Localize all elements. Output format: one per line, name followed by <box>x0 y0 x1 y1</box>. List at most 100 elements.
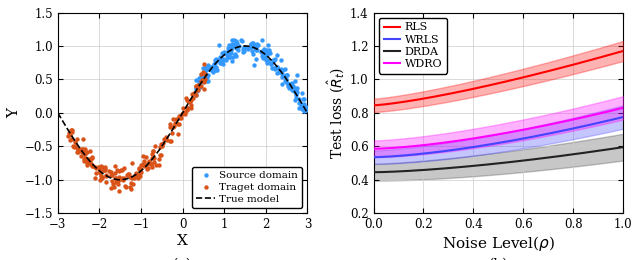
Traget domain <box>67 130 77 134</box>
Traget domain <box>199 62 209 66</box>
Traget domain <box>82 158 92 162</box>
Source domain <box>219 50 229 54</box>
Source domain <box>249 43 259 47</box>
True model <box>235 45 243 48</box>
Source domain <box>245 45 255 49</box>
Source domain <box>266 62 276 67</box>
Source domain <box>288 83 298 88</box>
Traget domain <box>191 93 201 97</box>
Traget domain <box>95 169 105 173</box>
Source domain <box>212 68 222 73</box>
Text: (b): (b) <box>488 257 508 260</box>
Traget domain <box>79 152 89 156</box>
Traget domain <box>72 150 83 154</box>
Traget domain <box>90 176 100 180</box>
Traget domain <box>80 155 90 160</box>
Traget domain <box>118 178 129 182</box>
Traget domain <box>116 176 127 180</box>
Source domain <box>275 68 285 72</box>
Traget domain <box>138 154 148 159</box>
Traget domain <box>198 77 209 82</box>
Traget domain <box>139 159 149 163</box>
Source domain <box>234 48 244 52</box>
Traget domain <box>64 131 74 135</box>
DRDA <box>598 149 605 152</box>
Source domain <box>216 57 226 61</box>
Source domain <box>275 67 285 71</box>
Source domain <box>268 58 278 62</box>
Source domain <box>218 61 228 66</box>
Source domain <box>227 51 237 55</box>
Source domain <box>192 89 202 93</box>
Traget domain <box>126 187 136 191</box>
WDRO <box>436 142 444 145</box>
Source domain <box>207 70 218 74</box>
Source domain <box>211 58 221 62</box>
Source domain <box>211 64 221 69</box>
Source domain <box>205 66 216 70</box>
Traget domain <box>127 176 137 180</box>
Source domain <box>216 60 227 64</box>
Source domain <box>227 42 237 46</box>
Traget domain <box>191 84 201 88</box>
Source domain <box>197 79 207 83</box>
Source domain <box>269 58 279 62</box>
Source domain <box>215 61 225 65</box>
WRLS <box>370 156 378 159</box>
Traget domain <box>127 161 137 165</box>
Source domain <box>208 68 218 73</box>
Traget domain <box>121 185 131 189</box>
DRDA <box>380 171 387 174</box>
Source domain <box>298 102 308 107</box>
Source domain <box>229 38 239 42</box>
Traget domain <box>154 157 164 161</box>
Traget domain <box>142 167 152 171</box>
Traget domain <box>116 167 127 172</box>
Traget domain <box>195 72 205 76</box>
Source domain <box>261 53 271 57</box>
Source domain <box>218 57 228 61</box>
Source domain <box>206 67 216 71</box>
Traget domain <box>80 147 90 151</box>
Traget domain <box>95 178 105 182</box>
Source domain <box>195 80 205 84</box>
Traget domain <box>120 184 131 188</box>
Source domain <box>287 81 297 85</box>
Traget domain <box>143 166 153 170</box>
RLS <box>370 104 378 107</box>
Traget domain <box>157 144 168 148</box>
Source domain <box>287 88 297 92</box>
True model <box>212 62 220 65</box>
Traget domain <box>145 162 156 166</box>
Source domain <box>194 78 204 82</box>
Traget domain <box>191 84 201 88</box>
Traget domain <box>113 175 124 179</box>
Source domain <box>243 47 253 51</box>
Source domain <box>262 48 272 52</box>
Traget domain <box>148 149 158 153</box>
Traget domain <box>182 98 192 102</box>
Source domain <box>292 90 302 94</box>
Source domain <box>209 61 220 65</box>
Source domain <box>191 86 201 90</box>
Traget domain <box>155 152 165 157</box>
Traget domain <box>113 182 123 186</box>
Traget domain <box>136 163 146 167</box>
WDRO <box>598 111 605 114</box>
Traget domain <box>113 179 123 184</box>
Source domain <box>211 57 221 61</box>
Source domain <box>283 83 293 88</box>
Source domain <box>258 51 268 55</box>
Traget domain <box>94 166 104 171</box>
Traget domain <box>147 156 157 160</box>
Source domain <box>208 67 218 72</box>
Traget domain <box>79 159 89 163</box>
Source domain <box>237 39 247 43</box>
Traget domain <box>85 158 95 162</box>
Source domain <box>217 51 227 55</box>
WRLS <box>598 120 605 124</box>
Source domain <box>280 67 291 71</box>
Source domain <box>261 58 271 62</box>
Traget domain <box>168 125 179 129</box>
Source domain <box>221 55 232 59</box>
